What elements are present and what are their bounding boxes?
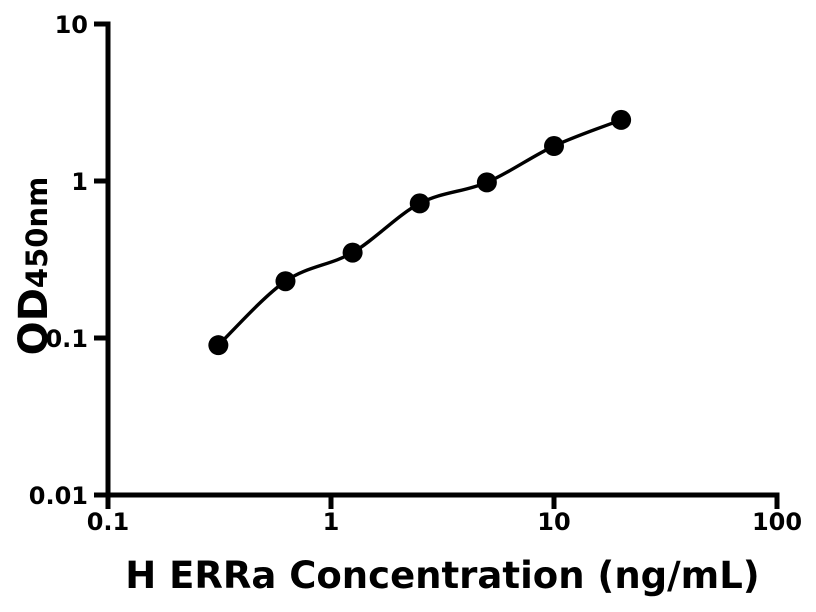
x-axis-tick-label: 0.1 [87,508,130,536]
data-point [544,136,564,157]
y-axis-title-main: OD [11,288,57,356]
data-point [611,109,632,130]
y-axis-tick-label: 1 [71,168,88,196]
data-point [342,242,363,263]
y-axis-tick-label: 10 [55,11,88,39]
data-point [208,335,229,356]
y-axis-title-subscript: 450nm [20,176,54,289]
data-point [275,271,296,292]
data-point [409,193,430,214]
x-axis-tick-label: 10 [537,508,570,536]
y-axis-tick-label: 0.1 [45,325,88,353]
x-axis-tick-label: 100 [752,508,802,536]
data-point [476,172,497,193]
axis-spine [105,21,780,498]
x-axis-title: H ERRa Concentration (ng/mL) [125,554,760,597]
fit-curve [216,118,623,347]
y-axis-tick-label: 0.01 [29,482,88,510]
x-axis-tick-label: 1 [323,508,340,536]
y-axis-title: OD450nm [11,176,57,356]
